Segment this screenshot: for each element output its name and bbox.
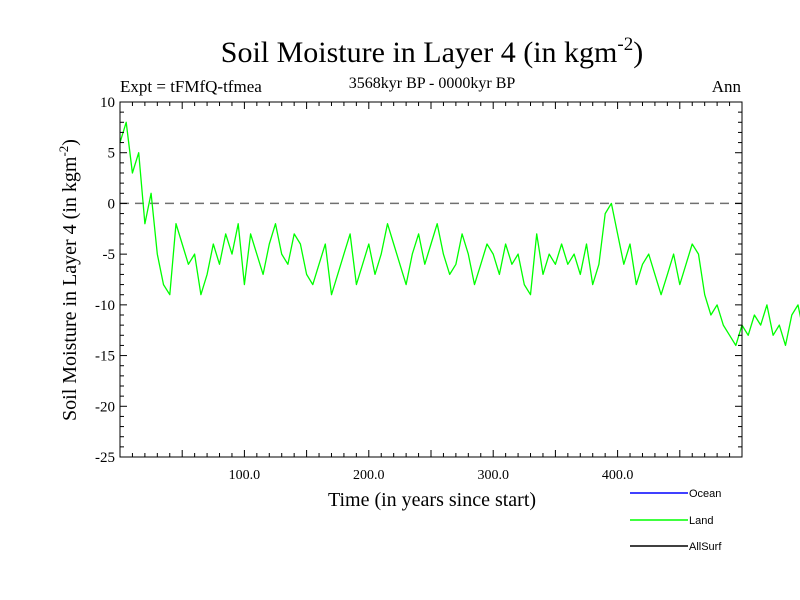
legend-label: Ocean: [689, 488, 721, 500]
x-tick-label: 200.0: [353, 468, 385, 483]
experiment-label: Expt = tFMfQ-tfmea: [120, 77, 262, 96]
x-tick-label: 400.0: [602, 468, 634, 483]
legend-label: AllSurf: [689, 541, 722, 553]
y-tick-label: -5: [103, 247, 116, 263]
season-label: Ann: [712, 77, 742, 96]
y-tick-label: 10: [100, 95, 115, 111]
x-tick-label: 300.0: [477, 468, 509, 483]
plot-frame: [119, 101, 743, 458]
x-axis: 100.0 200.0 300.0 400.0: [131, 102, 731, 483]
legend-label: Land: [689, 515, 713, 527]
y-tick-label: -25: [95, 450, 115, 466]
series-land-line: [119, 121, 800, 347]
legend: Ocean Land AllSurf: [630, 488, 722, 553]
chart-title: Soil Moisture in Layer 4 (in kgm-2): [221, 34, 643, 69]
x-axis-label: Time (in years since start): [328, 489, 536, 511]
x-tick-label: 100.0: [229, 468, 261, 483]
time-range-label: 3568kyr BP - 0000kyr BP: [349, 75, 516, 92]
y-tick-label: 0: [108, 196, 116, 212]
y-axis: 10 5 0 -5 -10 -15 -20 -25: [95, 95, 742, 466]
y-axis-label: Soil Moisture in Layer 4 (in kgm-2): [56, 139, 81, 421]
y-tick-label: -10: [95, 298, 115, 314]
plot-area: 100.0 200.0 300.0 400.0 10 5 0 -5 -10 -15 -20 -25: [95, 95, 800, 483]
y-tick-label: -15: [95, 349, 115, 365]
y-tick-label: 5: [108, 146, 116, 162]
y-tick-label: -20: [95, 399, 115, 415]
